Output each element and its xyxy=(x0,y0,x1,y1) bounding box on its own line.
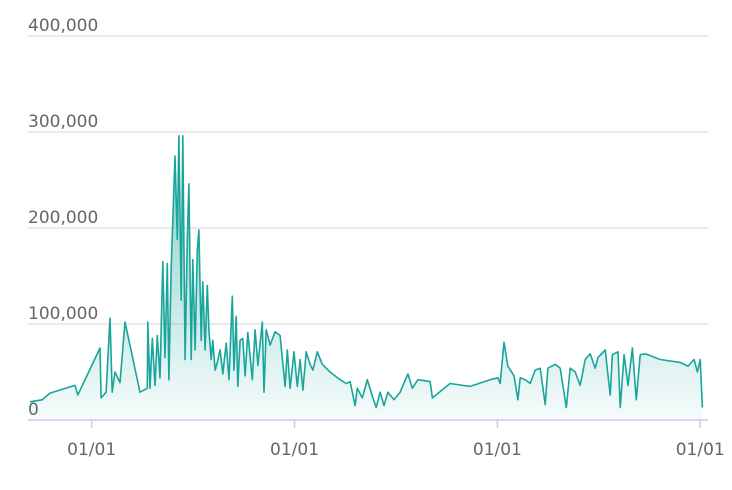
y-tick-label: 300,000 xyxy=(28,112,98,132)
area-fill xyxy=(30,135,703,421)
x-tick-label: 01/01 xyxy=(67,440,116,460)
y-tick-label: 200,000 xyxy=(28,208,98,228)
x-tick-label: 01/01 xyxy=(270,440,319,460)
x-tick-label: 01/01 xyxy=(676,440,725,460)
y-tick-label: 100,000 xyxy=(28,304,98,324)
y-tick-label: 400,000 xyxy=(28,16,98,36)
x-tick-label: 01/01 xyxy=(473,440,522,460)
line xyxy=(29,135,704,409)
